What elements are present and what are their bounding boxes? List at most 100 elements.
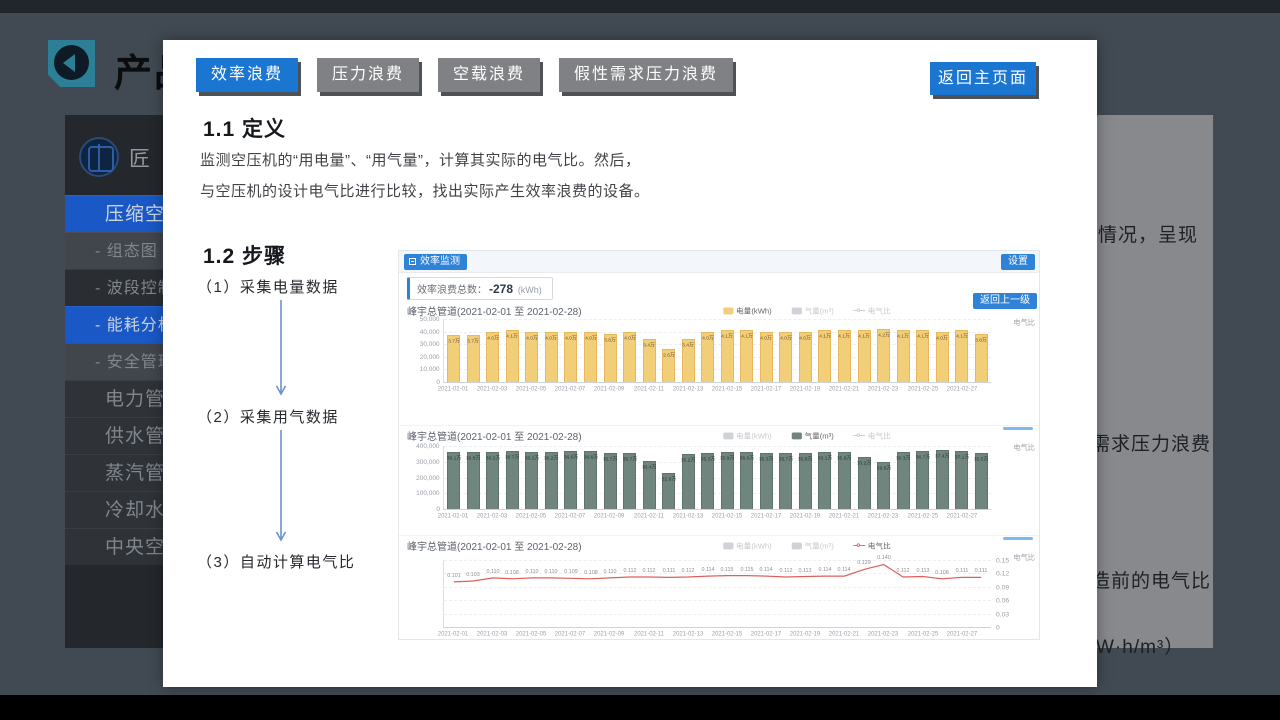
bar [623,331,637,382]
x-tick-label: 2021-02-23 [868,630,899,637]
legend-item[interactable]: 气量(m³) [791,539,834,550]
logo-triangle-icon [63,54,75,72]
x-axis-labels: 2021-02-01 2021-02-03 2021-02-05 2021-02-07… [438,510,991,522]
x-tick-label: 2021-02-23 [868,512,899,519]
right-axis-label: 电气比 [1013,443,1035,452]
bar-value-label: 4.0万 [565,334,577,341]
legend-item[interactable]: 电气比 [852,429,890,440]
axis-tick-label: 0 [436,505,440,513]
x-tick-label: 2021-02-13 [672,385,703,392]
bar [584,331,597,382]
axis-tick-label: 200,000 [416,473,440,482]
axis-tick-label: 0.09 [996,583,1010,591]
legend-label: 气量(m³) [804,306,834,315]
legend-item[interactable]: 气量(m³) [791,304,834,315]
x-tick-label: 2021-02-15 [711,512,742,519]
bar-value-label: 4.0万 [486,334,499,341]
point-value-label: 0.114 [837,566,852,573]
bar-value-label: 3.8万 [975,337,988,343]
legend-item[interactable]: 电量(kWh) [723,304,772,315]
axis-tick-label: 40,000 [420,327,440,336]
bar-value-label: 4.0万 [584,334,597,341]
legend-item[interactable]: 电量(kWh) [723,539,772,550]
legend-item[interactable]: 电气比 [852,304,890,315]
point-value-label: 0.111 [662,567,676,574]
bar [505,330,519,382]
point-value-label: 0.110 [544,567,558,574]
legend-label: 电气比 [867,541,891,550]
x-tick-label: 2021-02-25 [907,385,938,392]
bar [759,331,773,382]
x-tick-label: 2021-02-19 [789,512,821,519]
legend-swatch [791,306,802,314]
bar [798,331,812,382]
x-tick-label: 2021-02-13 [672,512,703,519]
bar-value-label: 36.3万 [895,454,911,461]
point-value-label: 0.112 [681,566,695,573]
chart-icon [409,258,416,265]
legend-item[interactable]: 气量(m³) [791,429,834,440]
bar [525,331,539,382]
bar-value-label: 36.2万 [524,455,540,461]
bar-value-label: 4.0万 [760,334,773,341]
tab-空载浪费[interactable]: 空载浪费 [438,58,541,92]
bar [681,339,695,382]
page-chip[interactable]: 效率监测 [404,254,467,270]
tab-压力浪费[interactable]: 压力浪费 [317,58,420,92]
bar [779,331,793,382]
x-tick-label: 2021-02-19 [789,630,821,637]
tab-效率浪费[interactable]: 效率浪费 [196,58,299,92]
plot-area: 0.15 0.12 0.09 0.06 0.03 0 0.101 0.103 0.110 0.10… [443,554,1009,631]
bar [857,456,871,509]
legend-swatch [791,541,802,549]
legend-label: 电量(kWh) [736,306,772,315]
x-tick-label: 2021-02-07 [555,512,586,519]
bar [857,330,871,382]
legend-item[interactable]: 电气比 [852,539,891,550]
summary-label: 效率浪费总数： [417,285,487,296]
point-value-label: 0.129 [857,559,871,566]
settings-button[interactable]: 设置 [1001,254,1035,270]
bar [662,349,676,382]
point-value-label: 0.112 [779,566,793,573]
bar [701,331,715,382]
data-zoom-slider[interactable] [1003,537,1033,540]
axis-tick-label: 400,000 [416,442,440,450]
cutoff-text-3: 造前的电气比 [1091,571,1212,592]
tab-假性需求压力浪费[interactable]: 假性需求压力浪费 [559,58,734,92]
x-tick-label: 2021-02-05 [515,385,547,392]
definition-heading: 1.1 定义 [203,118,287,141]
definition-line-2: 与空压机的设计电气比进行比较，找出实际产生效率浪费的设备。 [200,183,650,200]
bar [505,451,519,509]
data-zoom-slider[interactable] [1003,427,1033,430]
legend-line-marker [852,432,865,439]
axis-tick-label: 10,000 [420,365,440,373]
x-tick-label: 2021-02-27 [946,512,977,519]
bar-value-label: 4.0万 [545,334,558,341]
bar-value-label: 4.2万 [877,332,890,338]
return-main-button[interactable]: 返回主页面 [930,62,1036,95]
bar [544,452,558,509]
back-level-button[interactable]: 返回上一级 [973,293,1037,309]
bar [896,451,910,509]
legend-item[interactable]: 电量(kWh) [723,429,772,440]
bar-value-label: 29.8万 [876,465,891,471]
definition-line-1: 监测空压机的“用电量”、“用气量”，计算其实际的电气比。然后， [200,152,641,169]
x-tick-label: 2021-02-01 [437,385,468,392]
bar-value-label: 35.3万 [700,456,716,462]
axis-tick-label: 50,000 [420,315,440,323]
legend-label: 电量(kWh) [736,541,772,550]
x-tick-label: 2021-02-11 [633,512,664,519]
bar [955,450,969,509]
bar [720,452,734,509]
chart-legend: 电量(kWh) 气量(m³) 电气比 [582,426,1031,444]
bar-value-label: 33.2万 [856,459,872,466]
ratio-line-series [444,560,991,627]
right-axis-label: 电气比 [1013,318,1035,327]
bar-value-label: 36.1万 [446,455,462,461]
x-tick-label: 2021-02-03 [476,512,508,519]
point-value-label: 0.111 [955,567,969,574]
back-logo-icon [48,40,95,87]
gridline [444,446,991,447]
